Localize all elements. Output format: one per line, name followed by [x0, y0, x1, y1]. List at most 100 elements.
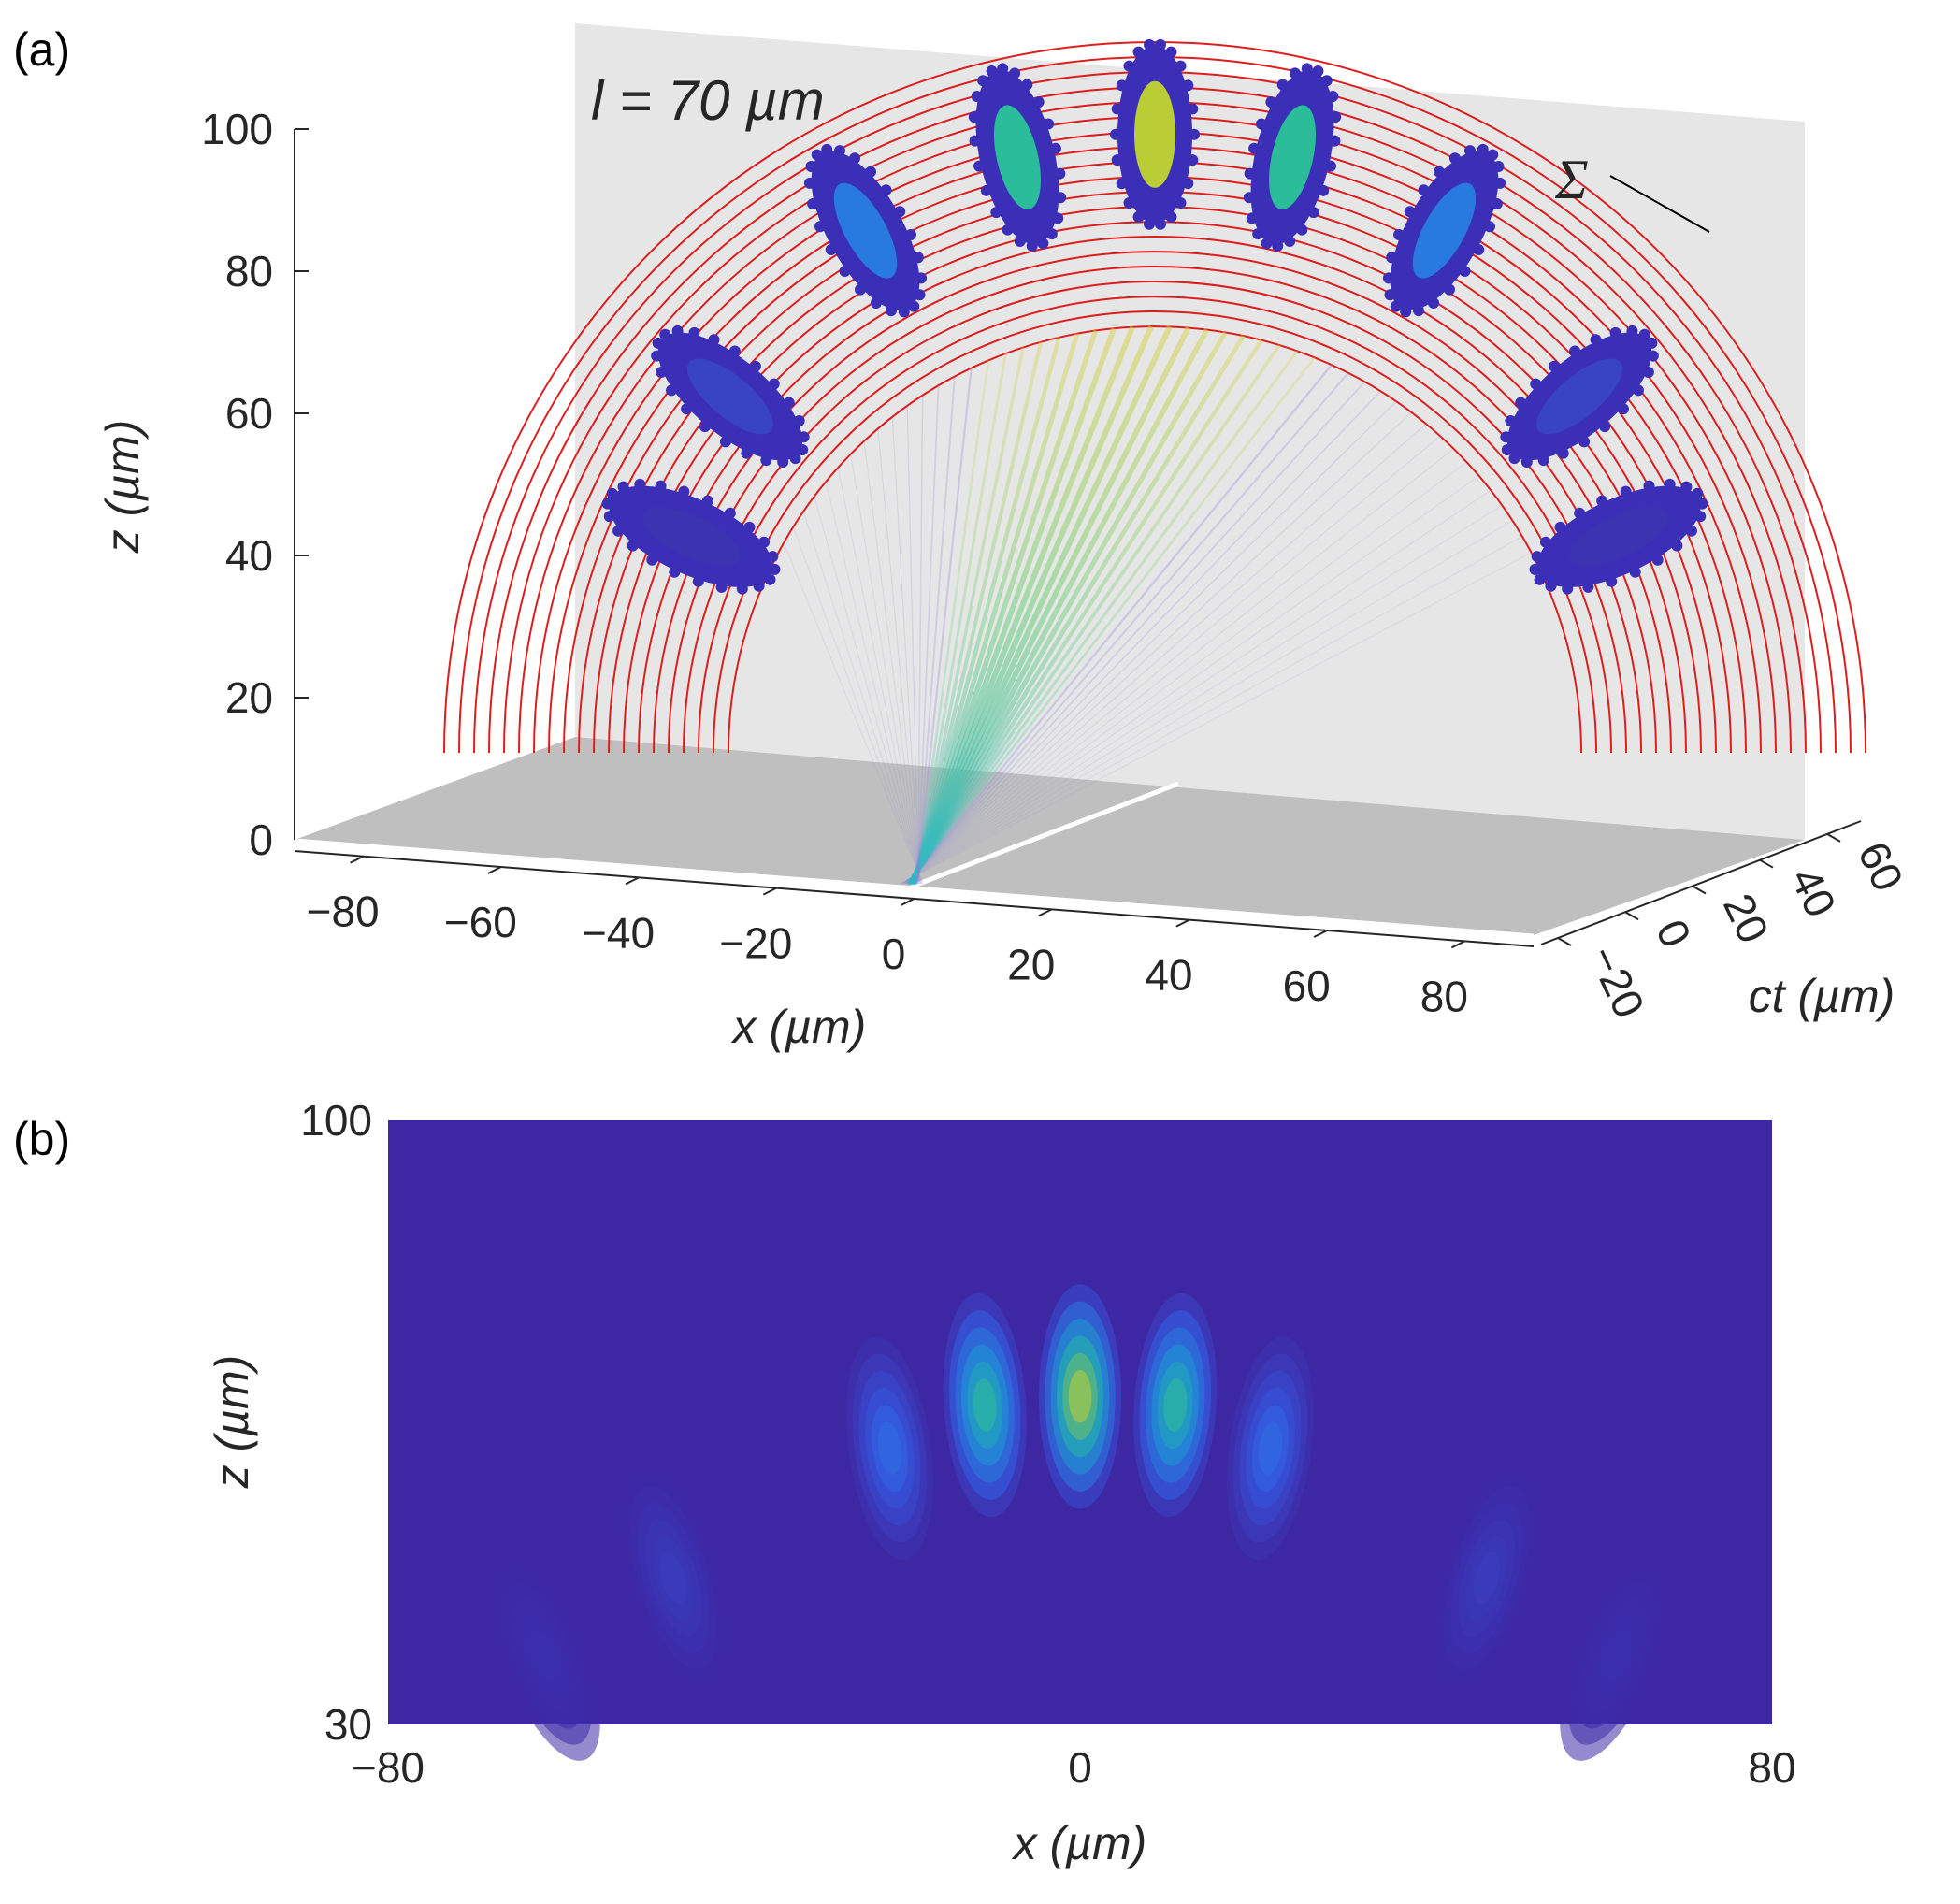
- lobe-marker: [1685, 525, 1697, 537]
- lobe-marker: [1500, 431, 1512, 443]
- lobe-marker: [971, 90, 983, 102]
- ct-tick-mark: [1624, 911, 1639, 921]
- lobe-marker: [1483, 221, 1495, 233]
- lobe-marker: [1494, 177, 1506, 189]
- lobe-marker: [1549, 360, 1561, 372]
- lobe-marker: [1590, 334, 1602, 346]
- lobe-marker: [1554, 521, 1566, 533]
- ct-tick-mark: [1759, 858, 1774, 869]
- lobe-marker: [1154, 38, 1166, 50]
- lobe-marker: [736, 583, 748, 595]
- lobe-marker: [1255, 118, 1267, 130]
- ray-line: [802, 511, 923, 885]
- lobe-marker: [1599, 421, 1611, 433]
- heatmap-lobe: [1258, 1421, 1283, 1475]
- lobe-marker: [724, 507, 736, 519]
- lobe-marker: [1646, 337, 1658, 349]
- lobe-marker: [669, 566, 681, 578]
- lobe-marker: [655, 480, 667, 492]
- lobe-marker: [1165, 210, 1177, 223]
- ray-line: [904, 400, 1397, 885]
- ray-line: [901, 475, 1480, 885]
- ray-line: [911, 329, 1099, 885]
- ray-line: [850, 454, 921, 885]
- sigma-label: Σ: [1554, 149, 1589, 210]
- lobe-marker: [839, 266, 851, 278]
- lobe-marker: [1330, 111, 1342, 123]
- x-tick-group: −80 −60 −40 −20 0 20 40 60 80: [307, 855, 1468, 1020]
- lobe-marker: [783, 397, 795, 409]
- lobe-marker: [854, 283, 866, 296]
- lobe-marker: [986, 65, 998, 78]
- lobe-marker: [1393, 228, 1405, 240]
- z-axis-title: z (µm): [96, 420, 149, 555]
- lobe-marker: [1574, 507, 1586, 519]
- ct-tick-label: 40: [1781, 860, 1846, 924]
- lobe-marker: [1329, 135, 1341, 147]
- lobe-marker: [814, 221, 827, 233]
- lobe-marker: [1626, 325, 1638, 337]
- lobe-marker: [1578, 436, 1591, 448]
- lobe-marker: [1111, 103, 1123, 115]
- lobe-marker: [870, 297, 882, 310]
- ct-axis-title: ct (µm): [1749, 970, 1895, 1022]
- ray-line: [905, 381, 1366, 885]
- ray-line: [912, 337, 1061, 885]
- ray-line: [907, 343, 1281, 886]
- x-tick-label: −60: [444, 898, 517, 946]
- lobe-marker: [1477, 143, 1489, 155]
- z-tick-label: 80: [225, 247, 273, 296]
- lobe-marker: [1284, 235, 1296, 247]
- ray-line: [905, 372, 1349, 885]
- lobe-marker: [1132, 46, 1145, 58]
- x-tick-mark: [1038, 908, 1053, 917]
- lobe-marker: [977, 75, 989, 87]
- heatmap-x-title: x (µm): [1012, 1817, 1147, 1869]
- lobe-marker: [1692, 487, 1704, 499]
- lobe-marker: [1154, 218, 1166, 230]
- lobe-marker: [1531, 551, 1543, 563]
- lobe-marker: [1537, 454, 1549, 467]
- lobe-marker: [1428, 297, 1440, 310]
- lobe-marker: [767, 551, 779, 563]
- heatmap-lobe: [877, 1421, 902, 1475]
- floor-plane: [295, 737, 1805, 935]
- lobe-marker: [768, 378, 780, 390]
- heatmap-lobe: [1163, 1378, 1188, 1432]
- lobe-marker: [1144, 38, 1156, 50]
- x-tick-label: 20: [1007, 940, 1055, 988]
- length-annotation: l = 70 µm: [591, 69, 825, 132]
- lobe-marker: [1596, 495, 1608, 507]
- arc-line: [443, 41, 1866, 754]
- ray-line: [915, 368, 973, 885]
- ray-line: [905, 390, 1382, 885]
- ct-tick-mark: [1692, 885, 1707, 895]
- ct-tick-label: 60: [1849, 834, 1913, 898]
- lobe-marker: [652, 337, 664, 349]
- ray-line: [913, 341, 1044, 885]
- lobe-marker: [914, 289, 926, 301]
- ct-tick-mark: [1826, 833, 1841, 843]
- lobe-marker: [743, 521, 756, 533]
- arc-line: [728, 325, 1582, 754]
- lobe-marker: [1448, 152, 1461, 165]
- lobe-marker: [1301, 63, 1313, 75]
- x-axis-title: x (µm): [731, 1001, 867, 1053]
- x-tick-mark: [350, 855, 365, 864]
- lobe-marker: [1696, 498, 1708, 510]
- lobe-marker: [606, 487, 618, 499]
- lobe-marker: [1049, 142, 1061, 154]
- ray-line: [901, 520, 1513, 885]
- lobe-marker: [681, 403, 693, 415]
- lobe-marker: [1530, 378, 1542, 390]
- z-tick-label: 20: [225, 673, 273, 722]
- ray-line: [906, 405, 919, 885]
- x-tick-label: 40: [1145, 951, 1192, 1000]
- lobe-marker: [1390, 300, 1402, 312]
- lobe-marker: [880, 184, 892, 196]
- lobe-marker: [1444, 283, 1456, 296]
- lobe-marker: [1384, 289, 1396, 301]
- lobe-marker: [659, 328, 671, 340]
- lobe-marker: [612, 525, 625, 537]
